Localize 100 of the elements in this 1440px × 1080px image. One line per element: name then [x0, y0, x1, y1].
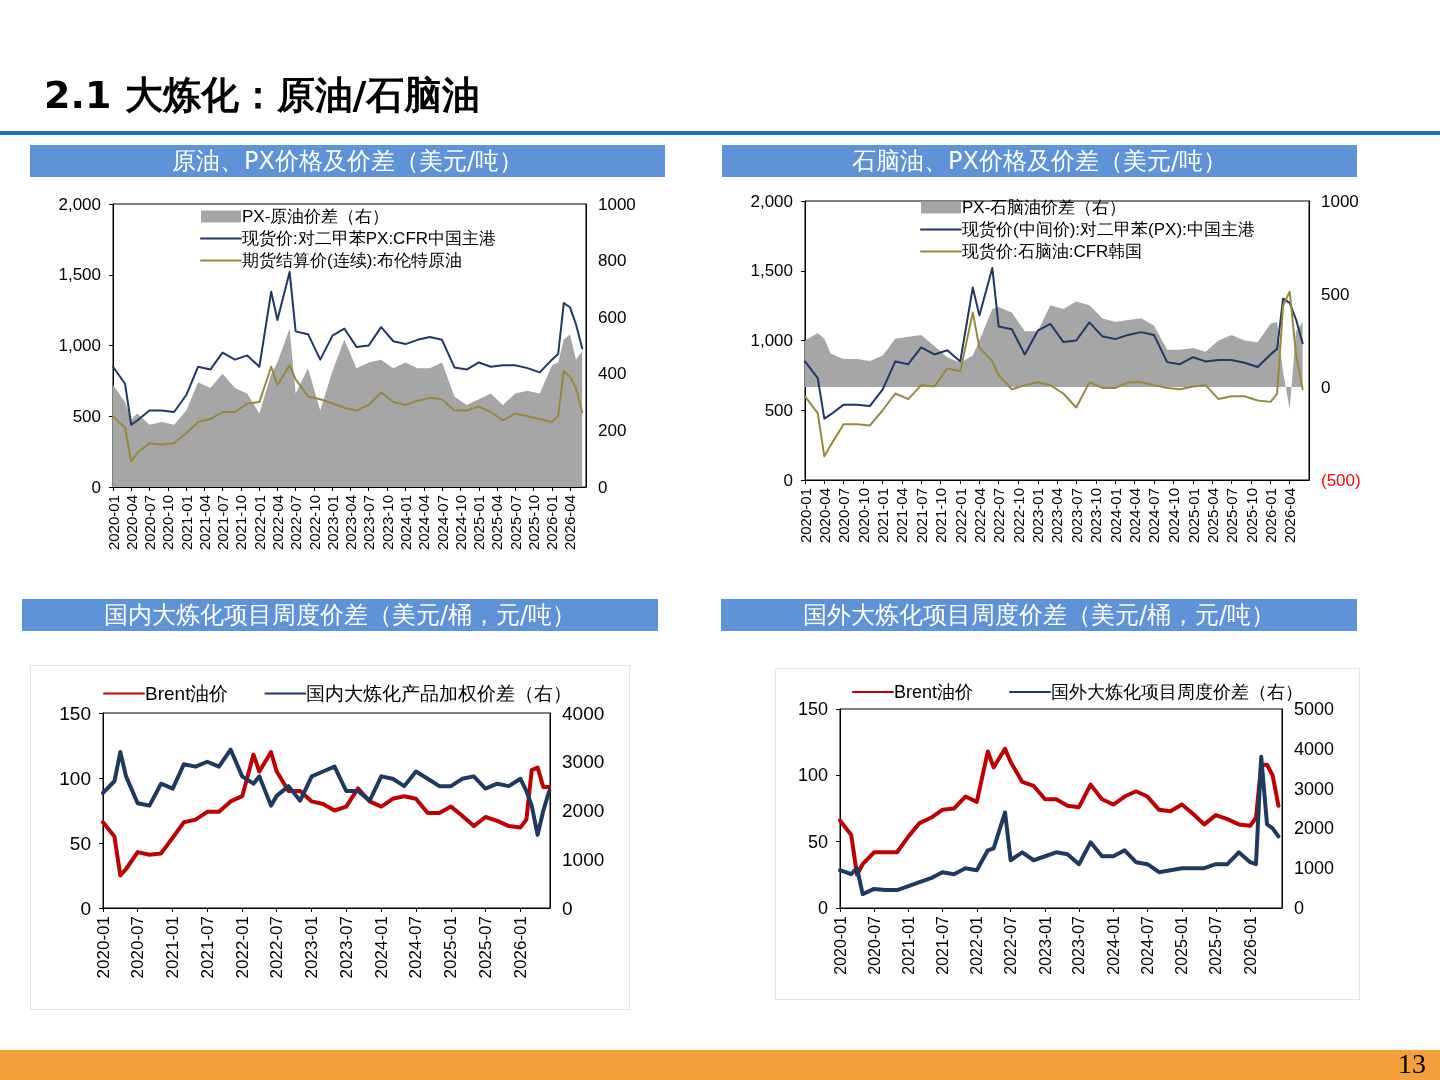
y-tick-label: 2,000 — [750, 191, 793, 211]
x-tick-label: 2025-07 — [475, 916, 495, 979]
y2-tick-label: 2000 — [1294, 818, 1335, 839]
line-series — [838, 754, 1281, 897]
y-tick-label: 50 — [69, 832, 91, 854]
y2-tick-label: 3000 — [562, 751, 605, 773]
y2-tick-label: 1000 — [562, 848, 605, 870]
y2-tick-label: 2000 — [562, 800, 605, 821]
y-tick-label: 500 — [72, 406, 101, 426]
y-tick-label: 100 — [59, 767, 91, 789]
x-tick-label: 2026-04 — [561, 495, 579, 551]
x-tick-label: 2023-01 — [1036, 915, 1054, 975]
x-tick-label: 2021-10 — [232, 495, 250, 551]
y-tick-label: 0 — [817, 898, 828, 918]
x-tick-label: 2024-07 — [433, 495, 451, 551]
x-tick-label: 2022-04 — [970, 488, 988, 544]
x-tick-label: 2025-10 — [525, 495, 543, 551]
x-tick-label: 2023-04 — [342, 495, 359, 551]
x-tick-label: 2021-01 — [163, 916, 183, 979]
line-series — [804, 290, 1304, 458]
x-tick-label: 2021-01 — [874, 488, 892, 544]
x-tick-label: 2025-01 — [470, 495, 488, 551]
x-tick-label: 2020-07 — [835, 488, 853, 544]
x-tick-label: 2026-01 — [543, 495, 561, 551]
legend-label: PX-原油价差（右） — [242, 207, 390, 226]
x-tick-label: 2025-04 — [1203, 488, 1221, 544]
x-tick-label: 2022-01 — [968, 915, 986, 975]
x-tick-label: 2020-07 — [865, 915, 883, 975]
x-tick-label: 2024-01 — [371, 916, 391, 979]
x-tick-label: 2024-10 — [1165, 488, 1182, 544]
x-tick-label: 2023-07 — [336, 916, 356, 979]
y-tick-label: 0 — [80, 897, 91, 919]
y2-tick-label: 0 — [1321, 377, 1331, 397]
x-tick-label: 2023-10 — [1087, 488, 1105, 544]
x-tick-label: 2024-07 — [406, 916, 426, 979]
x-tick-label: 2026-04 — [1281, 488, 1299, 544]
x-tick-label: 2024-07 — [1138, 915, 1156, 975]
legend-label: 国内大炼化产品加权价差（右） — [306, 683, 573, 704]
legend-label: Brent油价 — [894, 682, 974, 702]
x-tick-label: 2025-07 — [506, 495, 524, 551]
y2-tick-label: 400 — [598, 364, 627, 384]
x-tick-label: 2025-10 — [1242, 488, 1260, 544]
x-tick-label: 2021-01 — [899, 915, 917, 975]
x-tick-label: 2021-07 — [197, 916, 217, 979]
x-tick-label: 2021-04 — [195, 495, 213, 551]
y2-tick-label: 1000 — [1321, 191, 1359, 211]
chart-title: 原油、PX价格及价差（美元/吨） — [30, 145, 665, 177]
x-tick-label: 2022-07 — [287, 495, 305, 551]
x-tick-label: 2025-07 — [1207, 915, 1225, 975]
x-tick-label: 2023-07 — [360, 495, 378, 551]
y-tick-label: 0 — [783, 470, 793, 490]
x-tick-label: 2020-07 — [128, 916, 148, 979]
x-tick-label: 2026-01 — [1241, 915, 1259, 975]
x-tick-label: 2025-01 — [1173, 915, 1191, 975]
x-tick-label: 2021-04 — [893, 488, 911, 544]
y-tick-label: 150 — [797, 699, 828, 719]
x-tick-label: 2023-07 — [1070, 915, 1088, 975]
line-series — [101, 750, 552, 878]
line-series — [838, 746, 1281, 877]
y2-tick-label: 200 — [598, 420, 627, 440]
y2-tick-label: 5000 — [1294, 699, 1335, 719]
x-tick-label: 2026-01 — [1262, 488, 1280, 544]
x-tick-label: 2021-07 — [933, 915, 951, 975]
x-tick-label: 2022-01 — [232, 916, 252, 979]
y-tick-label: 0 — [91, 477, 101, 497]
chart-title: 国内大炼化项目周度价差（美元/桶，元/吨） — [22, 599, 658, 631]
x-tick-label: 2022-07 — [267, 916, 287, 979]
y2-tick-label: (500) — [1321, 470, 1361, 490]
x-tick-label: 2020-10 — [159, 495, 177, 551]
y2-tick-label: 600 — [598, 307, 627, 327]
x-tick-label: 2022-01 — [951, 488, 969, 544]
x-tick-label: 2023-10 — [378, 495, 396, 551]
chart-title: 石脑油、PX价格及价差（美元/吨） — [722, 145, 1357, 177]
x-tick-label: 2022-07 — [990, 488, 1008, 544]
y-tick-label: 1,500 — [750, 261, 793, 281]
legend-label: Brent油价 — [145, 683, 229, 704]
legend-label: 现货价:石脑油:CFR韩国 — [962, 242, 1143, 261]
x-tick-label: 2020-07 — [140, 495, 158, 551]
x-tick-label: 2022-01 — [250, 495, 268, 551]
x-tick-label: 2024-10 — [451, 495, 469, 551]
x-tick-label: 2024-07 — [1145, 488, 1163, 544]
x-tick-label: 2025-01 — [441, 916, 461, 979]
x-tick-label: 2024-04 — [415, 495, 433, 551]
legend-label: 现货价:对二甲苯PX:CFR中国主港 — [242, 229, 497, 248]
y2-tick-label: 0 — [1294, 898, 1305, 918]
x-tick-label: 2023-07 — [1067, 488, 1085, 544]
text: 2.1 大炼化：原油/石脑油 — [44, 72, 481, 119]
legend-label: 现货价(中间价):对二甲苯(PX):中国主港 — [962, 220, 1255, 239]
legend-label: 国外大炼化项目周度价差（右） — [1051, 682, 1304, 702]
x-tick-label: 2022-10 — [1009, 488, 1027, 544]
y2-tick-label: 1000 — [1294, 858, 1335, 879]
y-tick-label: 2,000 — [58, 194, 101, 214]
y-tick-label: 1,000 — [58, 336, 101, 355]
line-series — [101, 747, 552, 837]
x-tick-label: 2025-07 — [1222, 488, 1240, 544]
x-tick-label: 2021-07 — [214, 495, 232, 551]
x-tick-label: 2022-04 — [268, 495, 286, 551]
legend-label: 期货结算价(连续):布伦特原油 — [242, 251, 463, 270]
x-tick-label: 2023-01 — [1029, 488, 1047, 544]
x-tick-label: 2023-01 — [323, 495, 341, 551]
